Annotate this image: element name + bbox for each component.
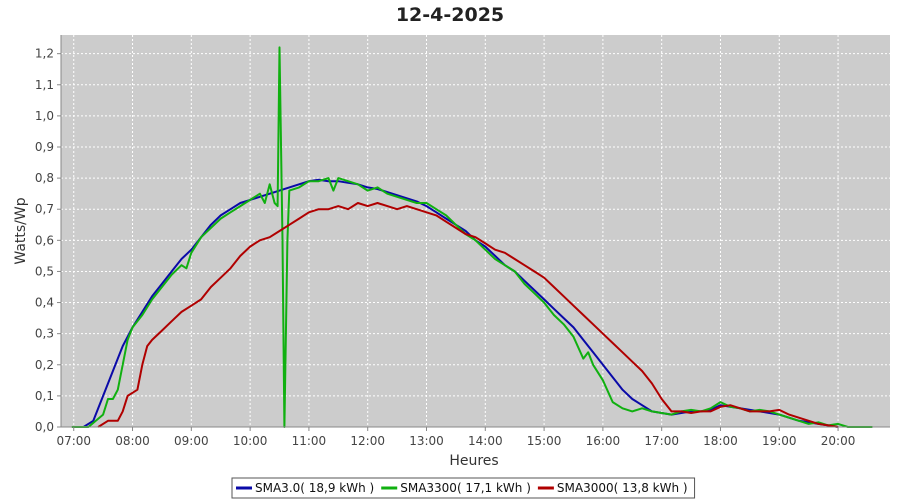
y-axis-ticks: 0,0 0,1 0,2 0,3 0,4 0,5 0,6 0,7 0,8 0,9 1,0 1,1 1,2 (35, 47, 61, 434)
legend-label-3: SMA3000( 13,8 kWh ) (557, 481, 688, 495)
x-tick-label: 11:00 (292, 434, 327, 448)
x-tick-label: 19:00 (762, 434, 797, 448)
y-tick-label: 0,0 (35, 420, 54, 434)
x-tick-label: 12:00 (350, 434, 385, 448)
x-tick-label: 17:00 (644, 434, 679, 448)
grid-lines (61, 35, 890, 427)
x-tick-label: 14:00 (468, 434, 503, 448)
x-tick-label: 07:00 (56, 434, 91, 448)
x-axis-ticks: 07:00 08:00 09:00 10:00 11:00 12:00 13:00 14:00… (56, 427, 855, 448)
legend-box (231, 477, 696, 499)
legend-label-1: SMA3.0( 18,9 kWh ) (255, 481, 374, 495)
y-axis-label: Watts/Wp (13, 197, 29, 264)
x-tick-label: 18:00 (703, 434, 738, 448)
y-tick-label: 1,0 (35, 109, 54, 123)
y-tick-label: 0,9 (35, 140, 54, 154)
x-tick-label: 15:00 (527, 434, 562, 448)
x-tick-label: 08:00 (115, 434, 150, 448)
x-tick-label: 09:00 (174, 434, 209, 448)
y-tick-label: 0,6 (35, 233, 54, 247)
y-tick-label: 0,8 (35, 171, 54, 185)
legend-label-2: SMA3300( 17,1 kWh ) (400, 481, 531, 495)
y-tick-label: 0,4 (35, 296, 54, 310)
x-tick-label: 10:00 (233, 434, 268, 448)
y-tick-label: 0,2 (35, 358, 54, 372)
y-tick-label: 0,3 (35, 327, 54, 341)
legend: SMA3.0( 18,9 kWh ) SMA3300( 17,1 kWh ) SMA… (231, 477, 696, 499)
y-tick-label: 1,2 (35, 47, 54, 61)
y-tick-label: 0,1 (35, 389, 54, 403)
plot-area (61, 35, 890, 427)
series-line-1 (82, 178, 839, 428)
series-layer (71, 46, 873, 428)
chart-title: 12-4-2025 (396, 4, 504, 26)
x-tick-label: 13:00 (409, 434, 444, 448)
series-line-2 (71, 46, 873, 428)
y-tick-label: 0,7 (35, 202, 54, 216)
x-tick-label: 16:00 (586, 434, 621, 448)
x-tick-label: 20:00 (821, 434, 856, 448)
y-tick-label: 1,1 (35, 78, 54, 92)
x-axis-label: Heures (449, 453, 498, 469)
series-line-3 (97, 202, 839, 428)
y-tick-label: 0,5 (35, 264, 54, 278)
